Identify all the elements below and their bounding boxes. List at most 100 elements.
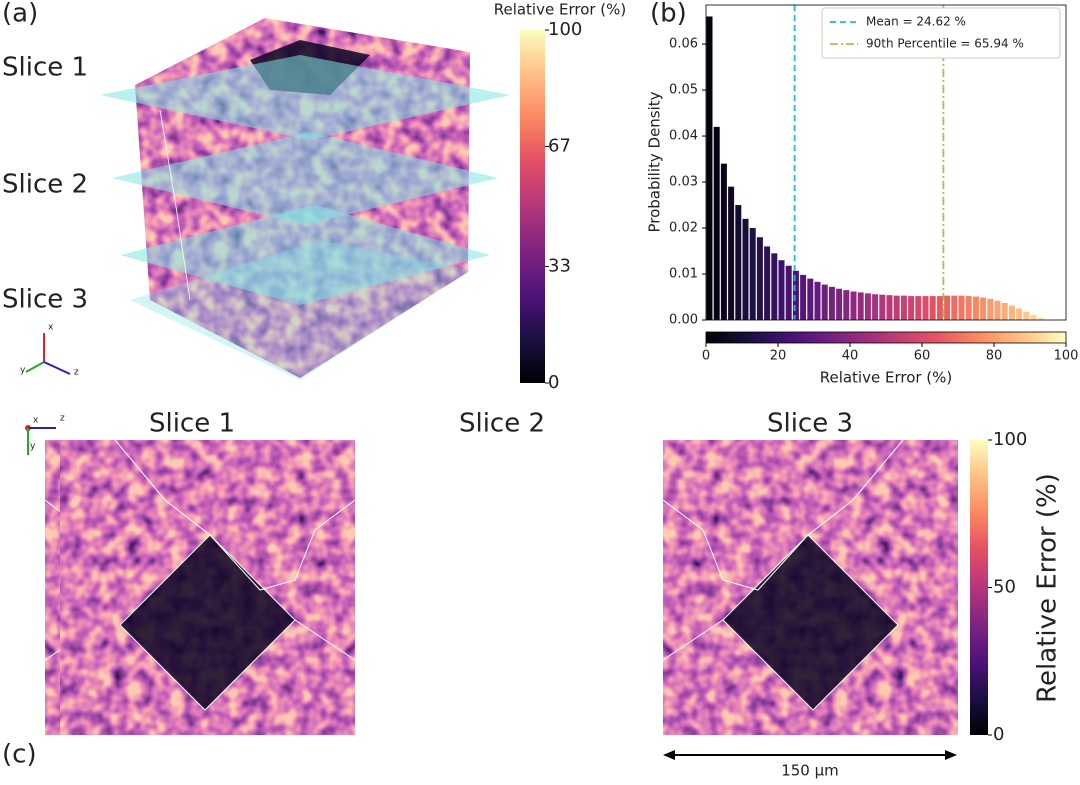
- colorbar-tick-label: 50: [993, 577, 1016, 598]
- colorbar-tick-label: 0: [993, 724, 1004, 745]
- x-axis-label: Relative Error (%): [820, 369, 953, 387]
- bar: [821, 284, 828, 320]
- bar: [958, 295, 965, 320]
- bar: [828, 286, 835, 320]
- bar: [742, 218, 749, 320]
- cube: [100, 18, 510, 380]
- y-axis-label: Probability Density: [646, 91, 664, 232]
- y-tick-label: 0.04: [669, 129, 698, 144]
- x-tick-label: 60: [914, 349, 931, 364]
- bar: [1030, 314, 1037, 320]
- legend-label: Mean = 24.62 %: [866, 15, 966, 29]
- bar: [1023, 311, 1030, 320]
- panel-label: (c): [2, 740, 37, 770]
- bar: [706, 16, 713, 321]
- bar: [713, 126, 720, 320]
- colorbar-tick-label: 67: [548, 135, 571, 156]
- bar: [778, 260, 785, 320]
- bar: [764, 246, 771, 320]
- bar: [857, 292, 864, 320]
- bar: [987, 298, 994, 320]
- axis-label: x: [33, 416, 39, 426]
- x-tick-label: 100: [1054, 349, 1079, 364]
- bar: [735, 205, 742, 320]
- bar: [944, 295, 951, 320]
- colorbar-c: [970, 440, 988, 735]
- bar: [980, 297, 987, 320]
- bar: [915, 296, 922, 320]
- bar: [965, 296, 972, 320]
- panel-label: (a): [2, 0, 38, 29]
- bar: [972, 296, 979, 320]
- axis-label: y: [20, 366, 26, 376]
- bar: [900, 295, 907, 320]
- bar: [951, 295, 958, 320]
- slice-title: Slice 3: [767, 409, 853, 439]
- colorbar-a: [520, 30, 545, 383]
- bar: [1001, 302, 1008, 320]
- colorbar-title: Relative Error (%): [494, 1, 627, 19]
- slice-label: Slice 1: [2, 53, 88, 83]
- x-tick-label: 40: [842, 349, 859, 364]
- bar: [843, 290, 850, 320]
- axis-label: z: [60, 414, 65, 424]
- bar: [886, 295, 893, 320]
- x-tick-label: 80: [986, 349, 1003, 364]
- arrow: [663, 750, 675, 760]
- bar: [879, 294, 886, 320]
- x-tick-label: 0: [702, 349, 710, 364]
- axes-frame: [705, 4, 1067, 321]
- bar: [771, 253, 778, 320]
- bar: [850, 291, 857, 320]
- slice-label: Slice 3: [2, 285, 88, 315]
- axis-triad-c: [25, 425, 56, 455]
- axis-label: x: [48, 323, 54, 333]
- bar: [814, 281, 821, 320]
- axis-label: z: [74, 368, 79, 378]
- bar: [800, 274, 807, 320]
- bar: [720, 163, 727, 320]
- bar: [1016, 308, 1023, 320]
- bar: [836, 288, 843, 320]
- bar: [936, 296, 943, 320]
- bar: [872, 294, 879, 320]
- y-tick-label: 0.06: [669, 37, 698, 52]
- colorbar-tick-label: 33: [548, 256, 571, 277]
- colorbar-tick-label: 100: [548, 19, 582, 40]
- colorbar-title: Relative Error (%): [1033, 473, 1063, 703]
- bar: [994, 300, 1001, 320]
- arrow: [945, 750, 957, 760]
- axis-label: y: [30, 442, 36, 452]
- bar: [756, 237, 763, 320]
- bar: [1008, 305, 1015, 320]
- bar: [728, 186, 735, 320]
- bar: [893, 295, 900, 320]
- bar: [785, 265, 792, 320]
- y-tick-label: 0.01: [669, 267, 698, 282]
- slice-title: Slice 1: [149, 409, 235, 439]
- scale-bar-label: 150 μm: [781, 762, 839, 780]
- legend-box: [821, 7, 1061, 59]
- bar: [908, 296, 915, 320]
- bar: [864, 293, 871, 320]
- slice-title: Slice 2: [459, 409, 545, 439]
- x-tick-label: 20: [770, 349, 787, 364]
- y-tick-label: 0.00: [669, 313, 698, 328]
- bar: [807, 278, 814, 320]
- panel-label: (b): [650, 0, 687, 29]
- bar: [1037, 317, 1044, 320]
- colorbar-tick-label: 0: [548, 372, 559, 393]
- bar: [792, 270, 799, 320]
- legend-label: 90th Percentile = 65.94 %: [866, 37, 1024, 51]
- slice-images: [45, 440, 958, 735]
- bar: [922, 296, 929, 320]
- slice-label: Slice 2: [2, 170, 88, 200]
- axis-triad: [25, 333, 71, 455]
- y-tick-label: 0.03: [669, 175, 698, 190]
- y-tick-label: 0.02: [669, 221, 698, 236]
- colorbar-tick-label: 100: [993, 429, 1027, 450]
- y-tick-label: 0.05: [669, 83, 698, 98]
- bar: [929, 296, 936, 320]
- colorbar-b: [705, 331, 1067, 344]
